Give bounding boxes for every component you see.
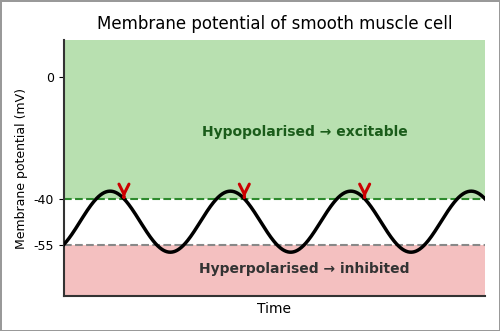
Text: Hyperpolarised → inhibited: Hyperpolarised → inhibited	[199, 262, 410, 276]
Y-axis label: Membrane potential (mV): Membrane potential (mV)	[15, 88, 28, 249]
Bar	[64, 245, 485, 297]
Text: Hypopolarised → excitable: Hypopolarised → excitable	[202, 125, 408, 139]
Title: Membrane potential of smooth muscle cell: Membrane potential of smooth muscle cell	[96, 15, 452, 33]
Bar	[64, 40, 485, 199]
X-axis label: Time: Time	[258, 302, 292, 316]
Bar	[64, 199, 485, 245]
